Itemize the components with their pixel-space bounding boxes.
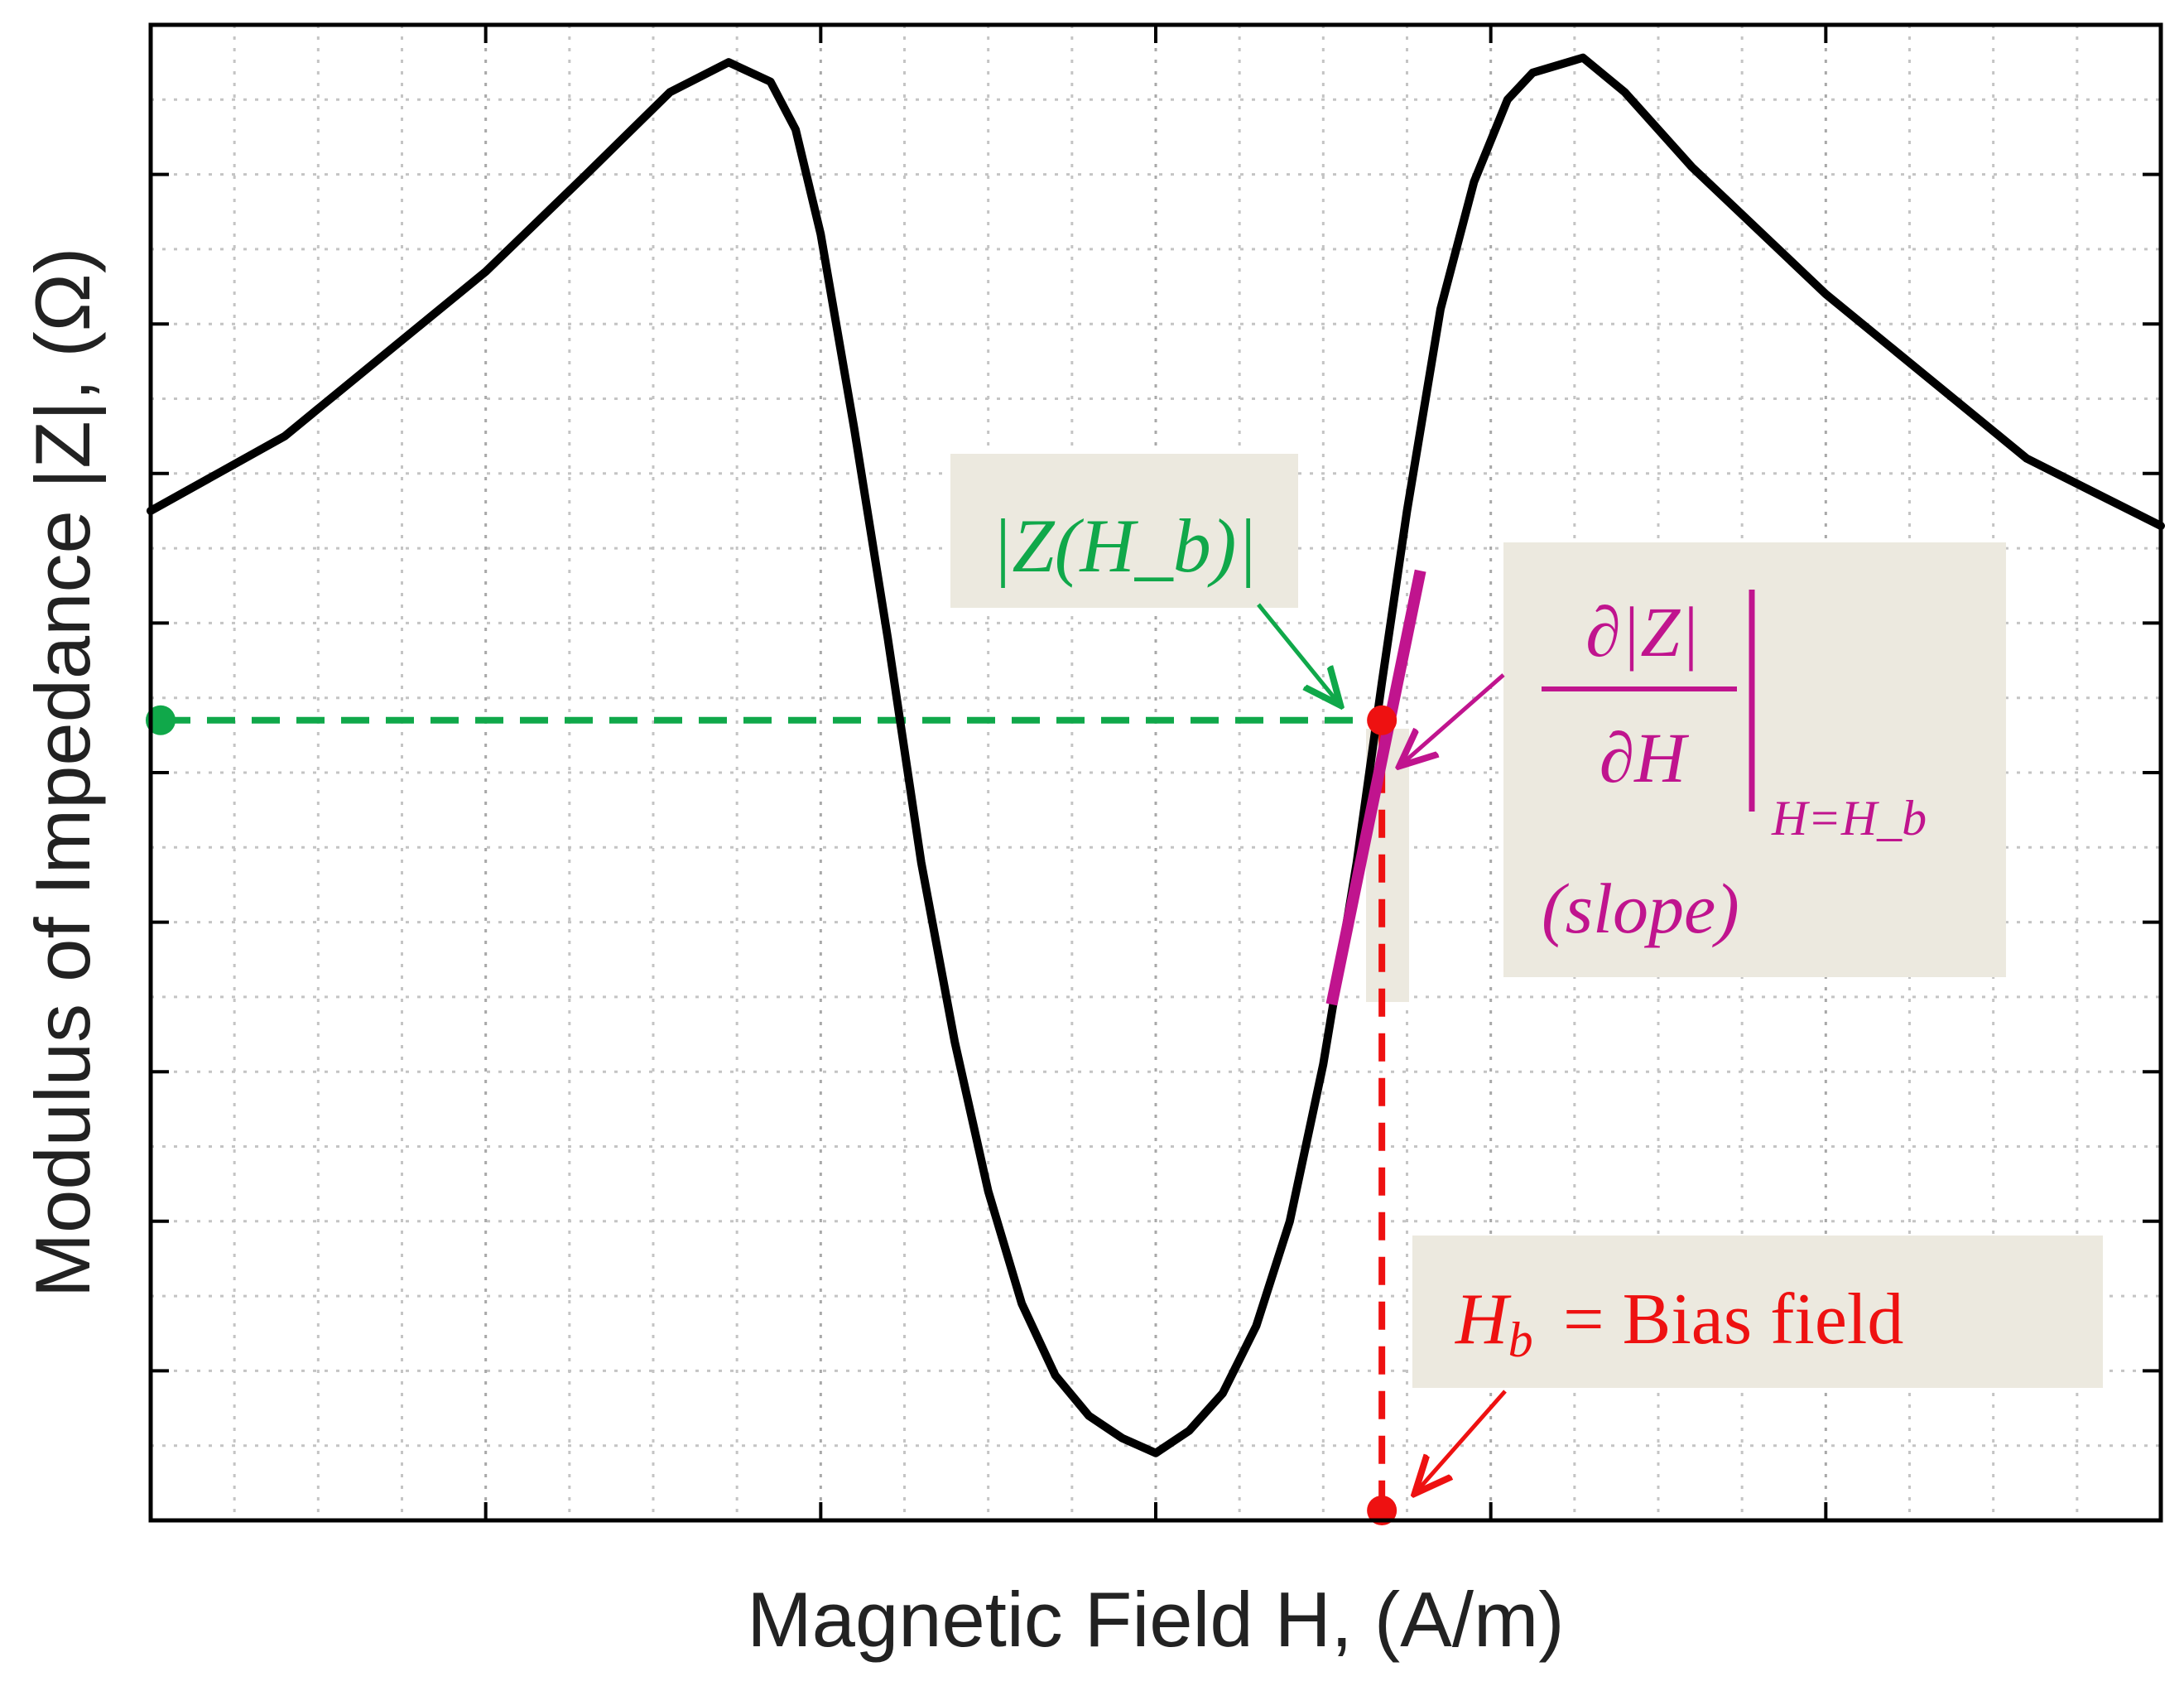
slope-note: (slope) [1542, 869, 1739, 948]
slope-subscript: H=H_b [1771, 791, 1927, 845]
z-axis-marker [146, 705, 176, 735]
operating-point-marker [1367, 705, 1397, 735]
slope-denominator: ∂H [1600, 718, 1689, 797]
plot-frame [148, 22, 2163, 1523]
z-label-box [950, 454, 1298, 608]
impedance-curve [147, 53, 2165, 1457]
x-axis-title: Magnetic Field H, (A/m) [747, 1576, 1564, 1663]
y-axis-title: Modulus of Impedance |Z|, (Ω) [19, 248, 106, 1298]
slope-tangent-line [1325, 569, 1426, 1006]
bias-label: = Bias field [1563, 1279, 1903, 1360]
bias-field-marker [1367, 1496, 1397, 1525]
bias-label-arrow [1417, 1390, 1507, 1491]
bias-label-box [1412, 1236, 2103, 1388]
slope-label-arrow [1402, 673, 1505, 764]
axis-ticks [151, 25, 2161, 1520]
slope-numerator: ∂|Z| [1585, 592, 1700, 672]
z-label-arrow [1257, 603, 1338, 702]
z-label: |Z(H_b)| [991, 503, 1257, 588]
